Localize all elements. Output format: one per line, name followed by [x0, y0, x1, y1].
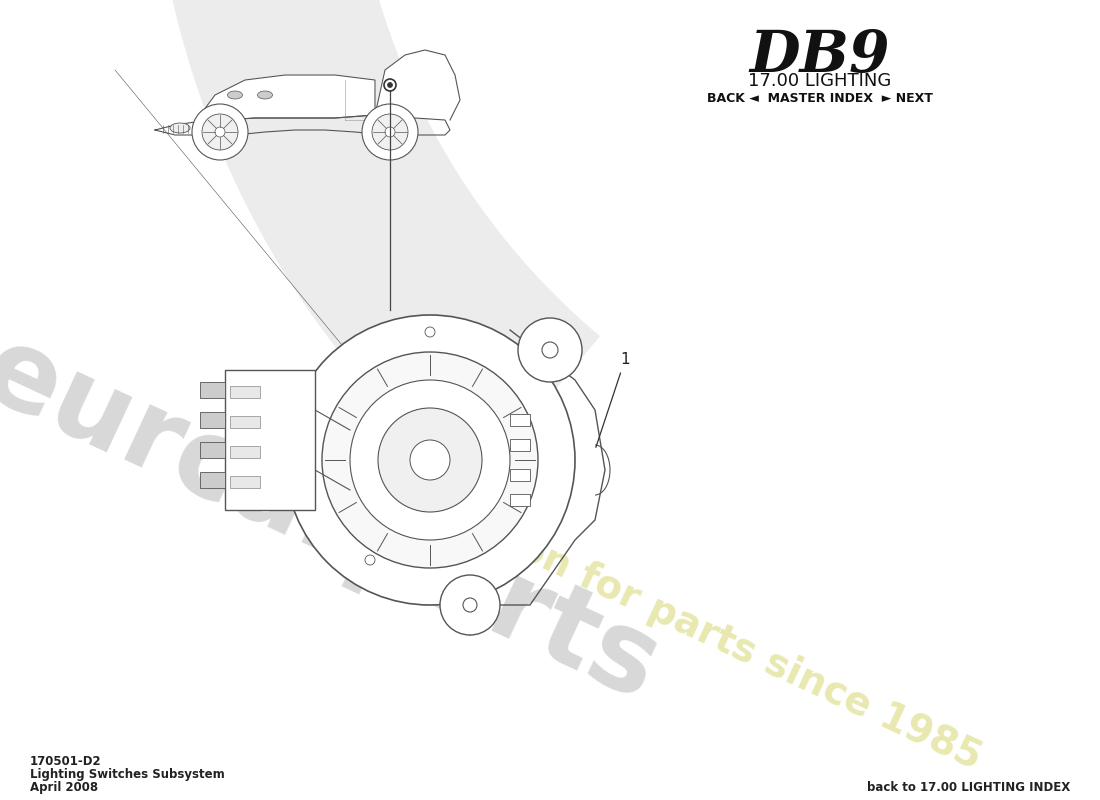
- Circle shape: [378, 408, 482, 512]
- Circle shape: [385, 127, 395, 137]
- Circle shape: [192, 104, 248, 160]
- Circle shape: [518, 318, 582, 382]
- Bar: [230, 386, 260, 398]
- Bar: [510, 494, 530, 506]
- Circle shape: [542, 342, 558, 358]
- Circle shape: [202, 114, 238, 150]
- Circle shape: [425, 327, 435, 337]
- Circle shape: [214, 127, 225, 137]
- Circle shape: [322, 352, 538, 568]
- Bar: [230, 476, 260, 488]
- Text: back to 17.00 LIGHTING INDEX: back to 17.00 LIGHTING INDEX: [867, 781, 1070, 794]
- Circle shape: [463, 598, 477, 612]
- Bar: [510, 439, 530, 451]
- Circle shape: [440, 575, 500, 635]
- Text: a passion for parts since 1985: a passion for parts since 1985: [373, 463, 987, 777]
- Ellipse shape: [228, 91, 242, 99]
- Circle shape: [387, 82, 393, 87]
- Text: 17.00 LIGHTING: 17.00 LIGHTING: [748, 72, 892, 90]
- Polygon shape: [375, 50, 460, 120]
- Text: April 2008: April 2008: [30, 781, 98, 794]
- Ellipse shape: [257, 91, 273, 99]
- Bar: [230, 416, 260, 428]
- Bar: [200, 382, 225, 398]
- Polygon shape: [150, 0, 600, 490]
- Text: 170501-D2: 170501-D2: [30, 755, 101, 768]
- Circle shape: [384, 79, 396, 91]
- Text: DB9: DB9: [750, 28, 890, 85]
- Circle shape: [350, 380, 510, 540]
- Bar: [230, 446, 260, 458]
- Circle shape: [362, 104, 418, 160]
- Bar: [200, 442, 225, 458]
- Ellipse shape: [170, 123, 190, 133]
- Text: BACK ◄  MASTER INDEX  ► NEXT: BACK ◄ MASTER INDEX ► NEXT: [707, 92, 933, 105]
- Circle shape: [365, 555, 375, 565]
- Bar: [510, 414, 530, 426]
- Circle shape: [285, 315, 575, 605]
- Bar: [200, 472, 225, 488]
- Text: 1: 1: [596, 353, 629, 447]
- Bar: [226, 370, 315, 510]
- Circle shape: [410, 440, 450, 480]
- Polygon shape: [195, 75, 375, 122]
- Text: Lighting Switches Subsystem: Lighting Switches Subsystem: [30, 768, 224, 781]
- Bar: [510, 469, 530, 481]
- Bar: [200, 412, 225, 428]
- Circle shape: [372, 114, 408, 150]
- Text: eurcarparts: eurcarparts: [0, 317, 675, 723]
